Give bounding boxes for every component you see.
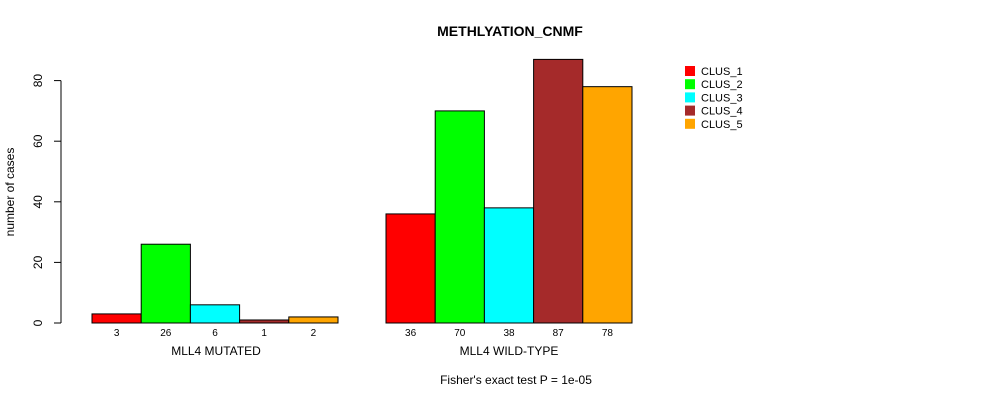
y-tick-label: 40 [31, 195, 45, 209]
bar-clus-1-mutated [91, 313, 142, 324]
bar-clus-2-wild-type [434, 110, 485, 324]
group-label-wild-type: MLL4 WILD-TYPE [460, 344, 559, 358]
bar-value-label: 38 [503, 328, 515, 339]
y-axis-title: number of cases [3, 148, 17, 237]
legend-label-clus-3: CLUS_3 [701, 92, 743, 104]
bar-value-label: 2 [311, 328, 317, 339]
bar-value-label: 26 [160, 328, 172, 339]
bar-value-label: 87 [553, 328, 565, 339]
bar-value-labels: 3 26 6 1 2 36 70 38 87 78 [114, 328, 614, 339]
legend-swatch-clus-1 [685, 66, 695, 76]
y-tick-label: 80 [31, 74, 45, 88]
legend-label-clus-5: CLUS_5 [701, 119, 743, 131]
bar-clus-1-wild-type [385, 213, 436, 324]
legend-label-clus-2: CLUS_2 [701, 79, 743, 91]
bar-value-label: 36 [405, 328, 417, 339]
bar-value-label: 3 [114, 328, 120, 339]
bar-clus-2-mutated [140, 243, 191, 324]
legend-label-clus-1: CLUS_1 [701, 66, 743, 78]
y-tick-label: 60 [31, 134, 45, 148]
group-label-mutated: MLL4 MUTATED [171, 344, 261, 358]
bar-value-label: 78 [602, 328, 614, 339]
fisher-test-annotation: Fisher's exact test P = 1e-05 [440, 373, 592, 387]
y-tick-label: 20 [31, 255, 45, 269]
bar-clus-4-mutated [239, 319, 290, 324]
bar-clus-5-mutated [288, 316, 339, 324]
chart-title: METHLYATION_CNMF [437, 23, 583, 39]
legend-swatch-clus-5 [685, 118, 695, 129]
bar-clus-3-mutated [189, 304, 241, 324]
y-axis: 0 20 40 60 80 [31, 74, 62, 326]
bar-clus-3-wild-type [483, 207, 535, 324]
bar-value-label: 1 [261, 328, 267, 339]
bar-clus-5-wild-type [582, 86, 633, 324]
legend-swatch-clus-2 [685, 79, 695, 90]
legend-swatch-clus-3 [685, 92, 695, 103]
bar-value-label: 6 [212, 328, 218, 339]
bar-value-label: 70 [454, 328, 466, 339]
y-tick-label: 0 [31, 319, 45, 326]
legend-label-clus-4: CLUS_4 [701, 106, 743, 118]
bars [91, 58, 633, 324]
group-labels: MLL4 MUTATED MLL4 WILD-TYPE [171, 344, 558, 358]
bar-clus-4-wild-type [533, 58, 584, 324]
legend-swatch-clus-4 [685, 105, 695, 116]
